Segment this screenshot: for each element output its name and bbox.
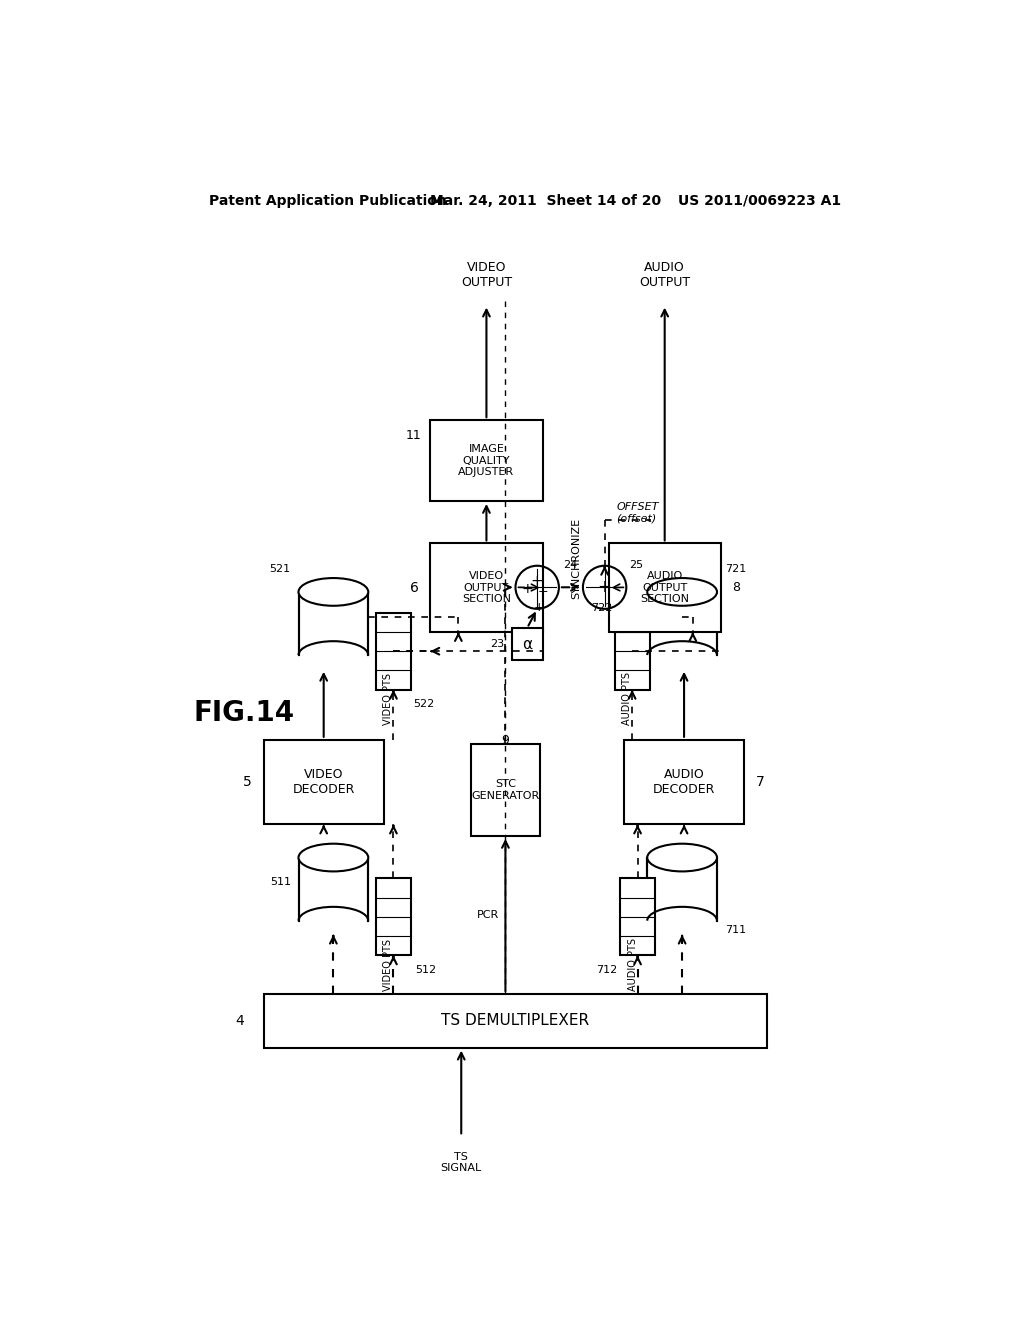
Text: +: + xyxy=(521,582,534,595)
Bar xyxy=(614,612,649,689)
Text: VIDEO
OUTPUT
SECTION: VIDEO OUTPUT SECTION xyxy=(462,572,511,605)
Text: 9: 9 xyxy=(502,734,509,747)
Text: 722: 722 xyxy=(591,603,612,614)
Text: PCR: PCR xyxy=(477,909,500,920)
Text: AUDIO
OUTPUT: AUDIO OUTPUT xyxy=(639,261,690,289)
Text: AUDIO
OUTPUT
SECTION: AUDIO OUTPUT SECTION xyxy=(640,572,689,605)
Text: 711: 711 xyxy=(725,924,745,935)
Bar xyxy=(430,544,543,632)
Bar xyxy=(430,420,543,502)
Text: +: + xyxy=(530,574,544,590)
Text: AUDIO PTS: AUDIO PTS xyxy=(628,939,638,991)
Ellipse shape xyxy=(299,578,369,606)
Text: +: + xyxy=(534,601,544,614)
Text: 6: 6 xyxy=(410,581,419,595)
Text: 512: 512 xyxy=(415,965,436,974)
Bar xyxy=(376,878,411,956)
Text: 521: 521 xyxy=(269,564,291,574)
Text: VIDEO
DECODER: VIDEO DECODER xyxy=(293,768,355,796)
Bar xyxy=(608,544,721,632)
Bar xyxy=(263,739,384,825)
Text: OFFSET
(offset): OFFSET (offset) xyxy=(616,502,658,524)
Bar xyxy=(376,612,411,689)
Text: AUDIO PTS: AUDIO PTS xyxy=(623,672,632,726)
Text: 4: 4 xyxy=(236,1014,245,1028)
Text: TS DEMULTIPLEXER: TS DEMULTIPLEXER xyxy=(441,1014,590,1028)
Text: 5: 5 xyxy=(244,775,252,789)
Text: 25: 25 xyxy=(629,560,643,569)
Text: 511: 511 xyxy=(269,878,291,887)
Text: 7: 7 xyxy=(756,775,765,789)
Text: α: α xyxy=(522,636,532,652)
Text: +: + xyxy=(598,578,611,597)
Bar xyxy=(471,743,541,836)
Text: VIDEO PTS: VIDEO PTS xyxy=(383,673,393,725)
Text: Patent Application Publication: Patent Application Publication xyxy=(209,194,447,207)
Text: IMAGE
QUALITY
ADJUSTER: IMAGE QUALITY ADJUSTER xyxy=(459,444,514,478)
Text: 522: 522 xyxy=(414,700,434,709)
Text: Mar. 24, 2011  Sheet 14 of 20: Mar. 24, 2011 Sheet 14 of 20 xyxy=(430,194,662,207)
Text: 721: 721 xyxy=(725,564,746,574)
Text: 712: 712 xyxy=(597,965,617,974)
Text: +: + xyxy=(538,585,549,598)
Ellipse shape xyxy=(647,578,717,606)
Bar xyxy=(624,739,744,825)
Text: SYNCHRONIZE: SYNCHRONIZE xyxy=(571,517,581,598)
Text: 11: 11 xyxy=(406,429,421,442)
Text: 24: 24 xyxy=(563,560,578,569)
Text: VIDEO
OUTPUT: VIDEO OUTPUT xyxy=(461,261,512,289)
Text: VIDEO PTS: VIDEO PTS xyxy=(383,939,393,990)
Text: TS
SIGNAL: TS SIGNAL xyxy=(440,1151,482,1173)
Ellipse shape xyxy=(299,843,369,871)
Text: 23: 23 xyxy=(489,639,504,649)
Text: 8: 8 xyxy=(732,581,740,594)
Bar xyxy=(263,994,767,1048)
Text: STC
GENERATOR: STC GENERATOR xyxy=(471,779,540,801)
Bar xyxy=(621,878,655,956)
Ellipse shape xyxy=(647,843,717,871)
Text: AUDIO
DECODER: AUDIO DECODER xyxy=(653,768,715,796)
Text: FIG.14: FIG.14 xyxy=(194,698,295,727)
Text: US 2011/0069223 A1: US 2011/0069223 A1 xyxy=(678,194,842,207)
Bar xyxy=(512,628,543,660)
